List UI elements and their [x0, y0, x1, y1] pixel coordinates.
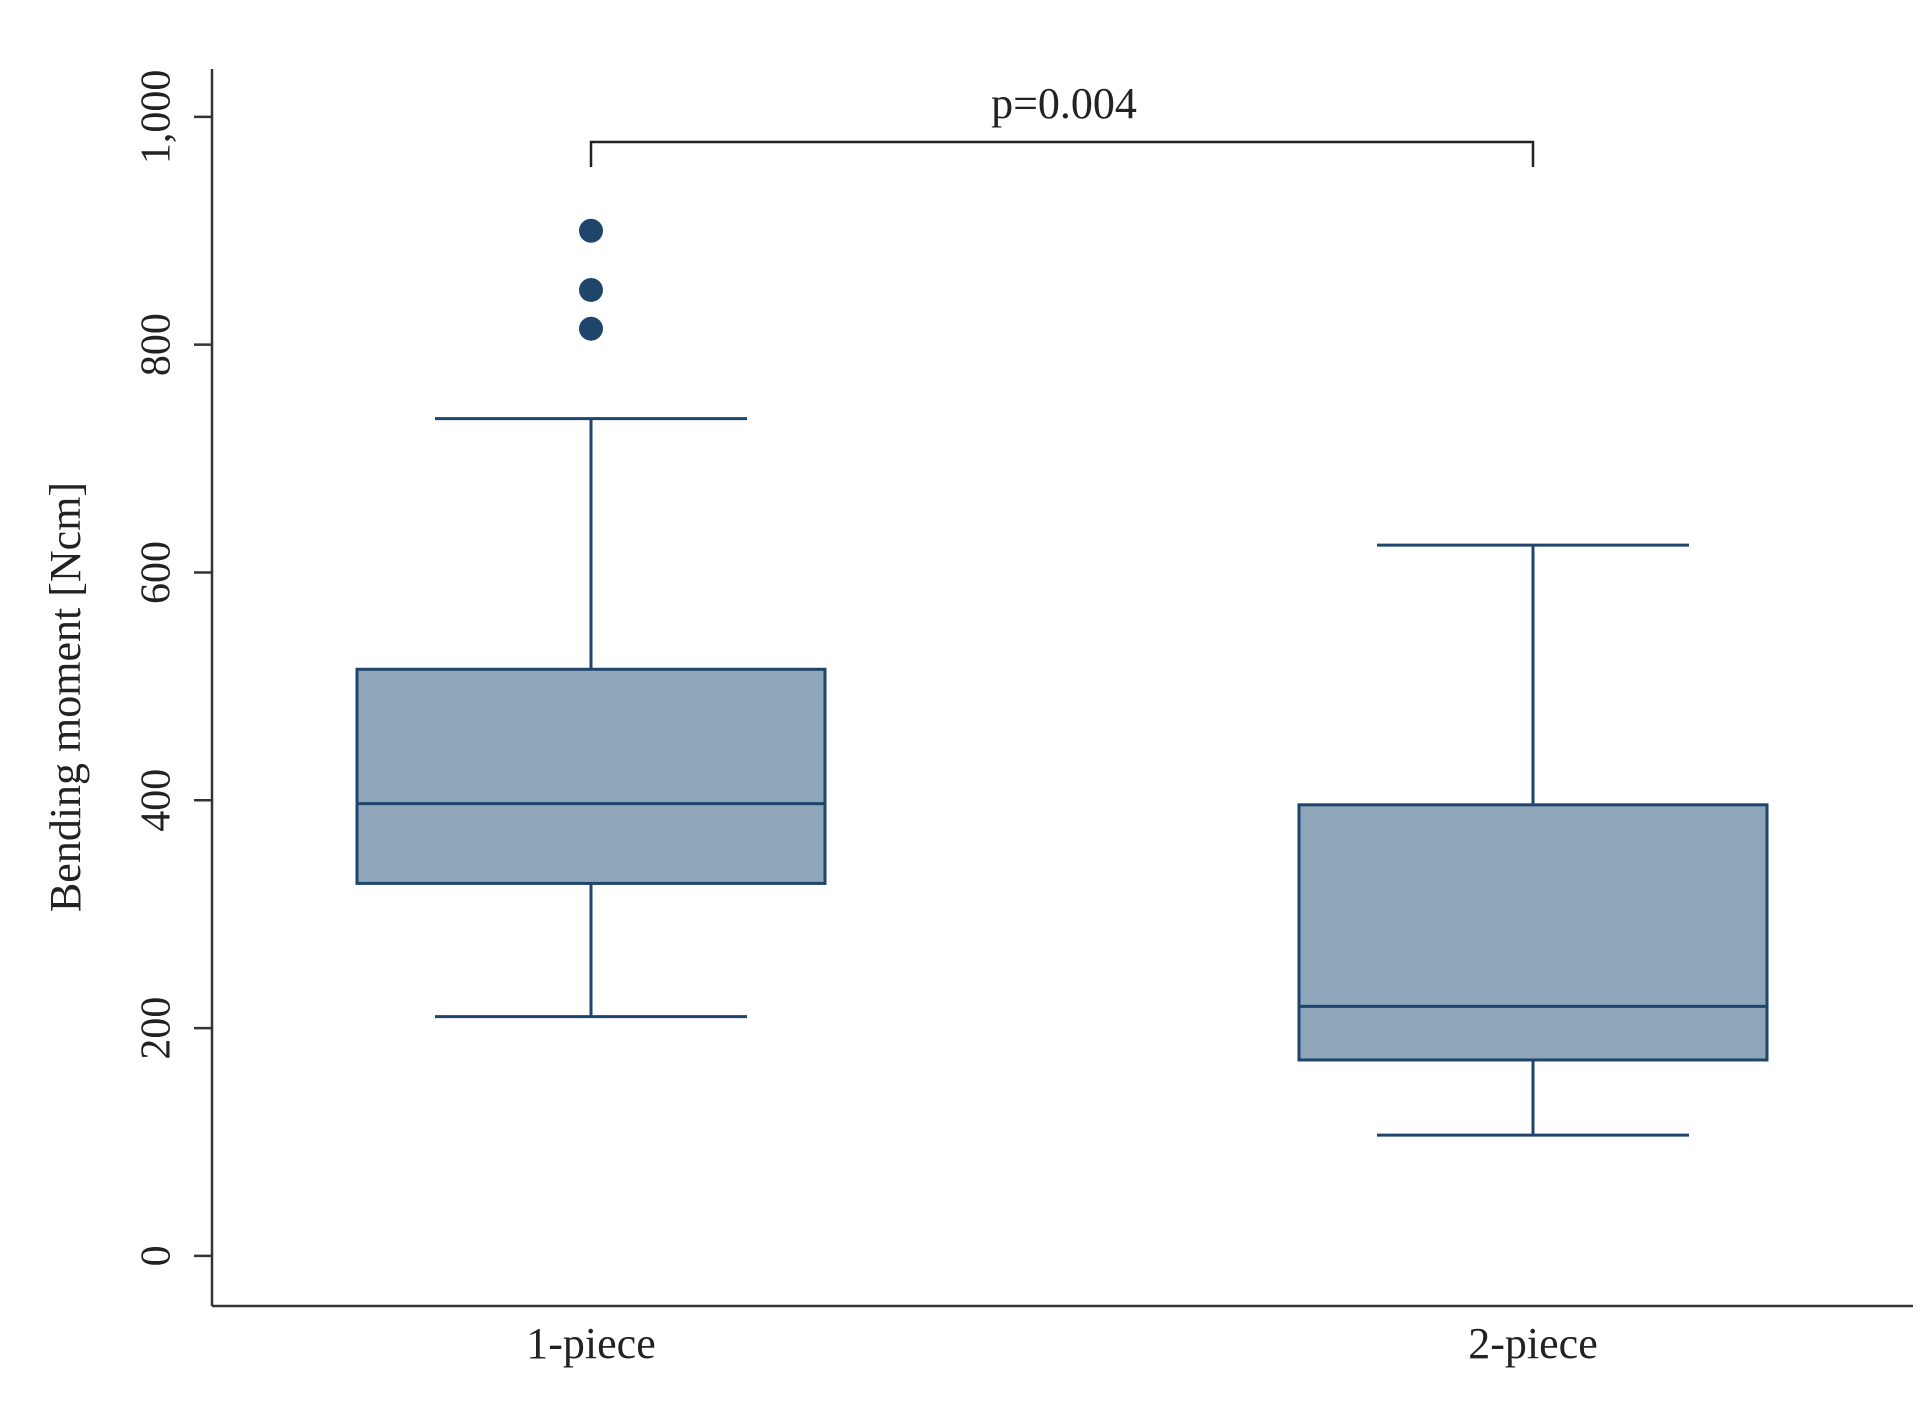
y-axis-label: Bending moment [Ncm]	[41, 482, 90, 912]
outlier	[579, 316, 603, 341]
x-tick-label: 1-piece	[526, 1319, 655, 1368]
y-tick-label: 200	[134, 997, 180, 1060]
y-tick-label: 0	[134, 1245, 180, 1266]
y-tick-label: 1,000	[134, 70, 180, 165]
box	[355, 667, 827, 885]
outlier	[579, 277, 603, 302]
box	[1297, 803, 1769, 1062]
x-tick-label: 2-piece	[1468, 1319, 1597, 1368]
y-tick-label: 600	[134, 541, 180, 604]
significance-bracket	[589, 140, 1535, 167]
annotation: p=0.004	[991, 79, 1137, 128]
y-tick-label: 400	[134, 769, 180, 832]
outlier	[579, 218, 603, 243]
y-tick-label: 800	[134, 313, 180, 376]
